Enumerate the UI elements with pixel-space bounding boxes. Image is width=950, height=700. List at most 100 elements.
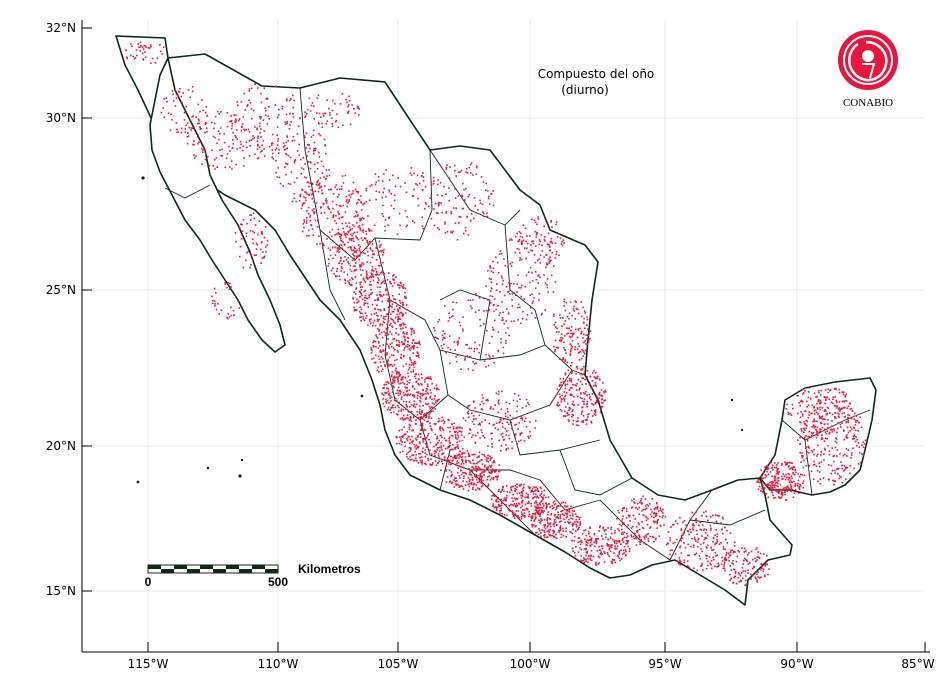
fire-point: [461, 328, 464, 330]
fire-point: [445, 470, 447, 472]
fire-point: [462, 182, 464, 185]
fire-point: [499, 312, 501, 314]
fire-point: [444, 221, 446, 224]
fire-point: [412, 345, 415, 347]
fire-point: [701, 515, 703, 517]
fire-point: [749, 562, 751, 564]
fire-point: [554, 326, 557, 328]
fire-point: [841, 412, 844, 415]
fire-point: [497, 349, 500, 352]
fire-point: [184, 131, 187, 133]
fire-point: [356, 301, 358, 304]
fire-point: [445, 481, 448, 483]
fire-point: [562, 357, 564, 359]
fire-point: [231, 168, 233, 170]
fire-point: [838, 477, 840, 480]
fire-point: [375, 190, 378, 192]
fire-point: [342, 216, 344, 218]
fire-point: [455, 477, 457, 479]
fire-point: [372, 322, 375, 324]
fire-point: [548, 522, 550, 525]
fire-point: [577, 541, 580, 543]
fire-point: [417, 342, 419, 344]
fire-point: [580, 369, 582, 371]
fire-point: [466, 450, 469, 452]
fire-point: [834, 416, 836, 418]
fire-point: [352, 232, 354, 235]
fire-point: [343, 271, 345, 273]
fire-point: [741, 567, 744, 569]
fire-point: [850, 428, 853, 431]
fire-point: [382, 251, 385, 254]
fire-point: [841, 422, 843, 424]
fire-point: [318, 182, 321, 185]
fire-point: [811, 433, 814, 435]
fire-point: [641, 510, 643, 512]
fire-point: [248, 99, 250, 101]
fire-point: [595, 400, 598, 402]
fire-point: [651, 498, 654, 500]
fire-point: [845, 435, 848, 438]
fire-point: [555, 253, 557, 256]
fire-point: [576, 383, 578, 385]
fire-point: [702, 524, 704, 526]
fire-point: [303, 196, 305, 198]
fire-point: [261, 233, 264, 235]
fire-point: [568, 509, 571, 511]
fire-point: [696, 541, 699, 543]
fire-point: [505, 332, 507, 334]
fire-point: [828, 431, 831, 434]
fire-point: [587, 341, 590, 343]
fire-point: [586, 539, 589, 541]
fire-point: [528, 271, 530, 273]
fire-point: [826, 406, 829, 409]
fire-point: [854, 424, 857, 426]
fire-point: [350, 239, 353, 242]
fire-point: [753, 566, 756, 569]
fire-point: [304, 136, 306, 138]
fire-point: [522, 508, 524, 511]
fire-point: [362, 298, 364, 301]
fire-point: [570, 326, 573, 328]
fire-point: [339, 233, 342, 235]
fire-point: [783, 475, 786, 477]
fire-point: [502, 311, 504, 314]
fire-point: [680, 528, 683, 530]
fire-point: [564, 395, 566, 398]
fire-point: [537, 282, 539, 284]
fire-point: [584, 378, 586, 381]
fire-point: [491, 471, 493, 474]
fire-point: [404, 182, 406, 184]
fire-point: [307, 108, 309, 111]
fire-point: [561, 359, 563, 361]
fire-point: [479, 199, 481, 202]
fire-point: [388, 393, 390, 396]
fire-point: [807, 445, 810, 448]
fire-point: [473, 217, 475, 220]
fire-point: [813, 392, 816, 395]
fire-point: [383, 394, 385, 396]
fire-point: [219, 132, 221, 135]
fire-point: [832, 398, 834, 400]
fire-point: [355, 210, 357, 213]
fire-point: [407, 372, 409, 375]
fire-point: [527, 486, 530, 488]
fire-point: [331, 246, 334, 249]
fire-point: [776, 485, 778, 487]
fire-point: [774, 462, 776, 464]
fire-point: [445, 460, 448, 462]
fire-point: [421, 422, 424, 425]
fire-point: [363, 279, 366, 282]
fire-point: [492, 267, 495, 270]
fire-point: [257, 87, 259, 89]
fire-point: [290, 98, 292, 100]
fire-point: [393, 399, 396, 402]
fire-point: [307, 150, 310, 153]
fire-point: [450, 211, 452, 213]
fire-point: [518, 240, 520, 242]
fire-point: [538, 258, 541, 260]
fire-point: [357, 301, 359, 303]
fire-point: [824, 409, 826, 411]
fire-point: [806, 400, 808, 403]
fire-point: [358, 247, 361, 250]
